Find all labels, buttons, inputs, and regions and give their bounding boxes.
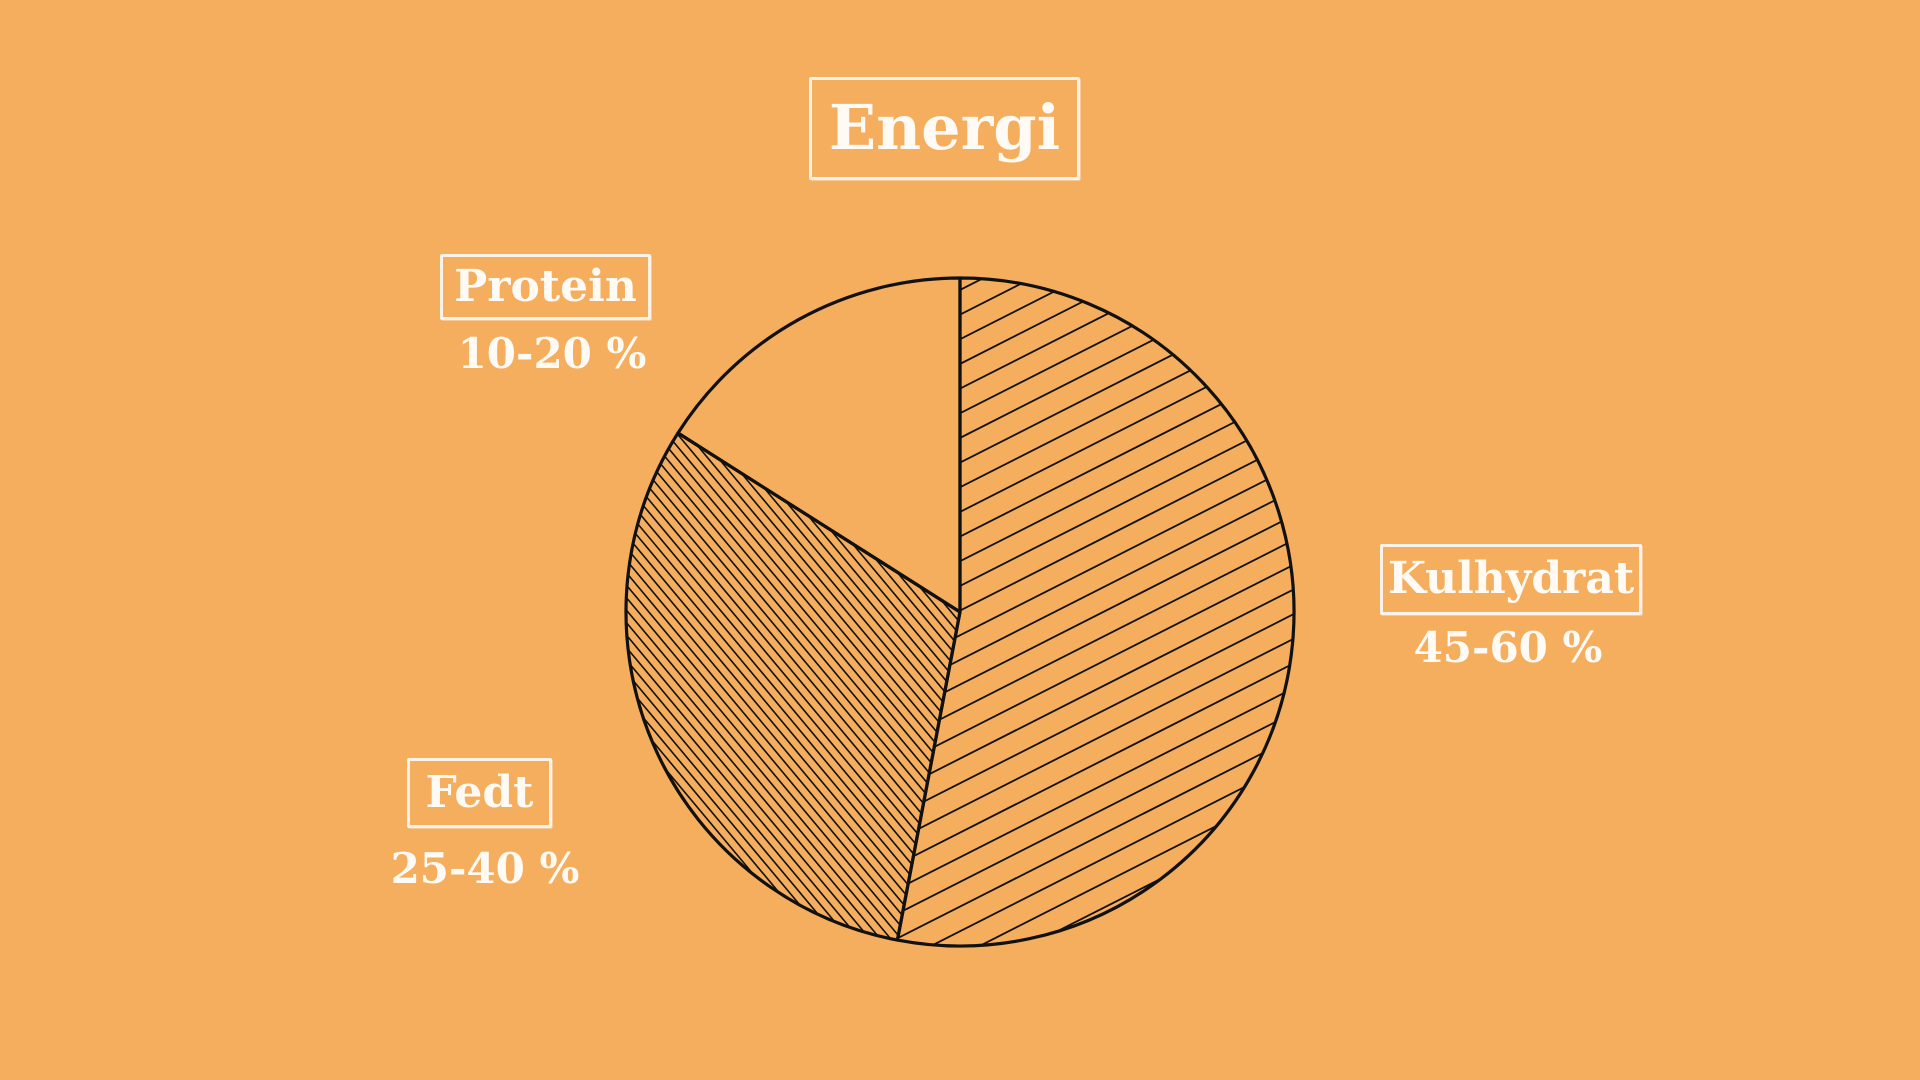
pie-slice-fedt <box>624 431 962 942</box>
slice-value-fedt: 25-40 % <box>390 844 580 893</box>
slice-value-protein: 10-20 % <box>457 329 647 378</box>
slice-label-protein: Protein <box>440 254 651 320</box>
pie-slice-kulhydrat <box>895 276 1296 948</box>
pie-slice-protein <box>676 276 962 614</box>
slice-value-kulhydrat: 45-60 % <box>1413 623 1603 672</box>
chart-title: Energi <box>809 77 1080 180</box>
slice-label-kulhydrat: Kulhydrat <box>1380 544 1642 615</box>
slice-label-fedt: Fedt <box>407 758 552 828</box>
